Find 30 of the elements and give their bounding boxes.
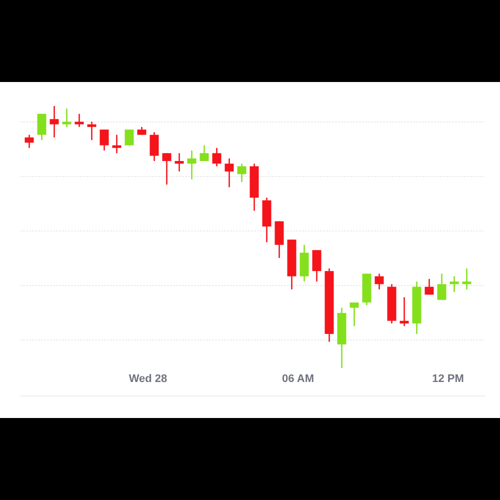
candlestick (24, 134, 34, 149)
candlestick (124, 128, 134, 146)
candlestick (200, 144, 209, 162)
x-tick-label: 06 AM (282, 373, 314, 385)
candlestick (162, 152, 172, 186)
candlestick (100, 128, 109, 152)
candlestick (37, 113, 46, 141)
candlestick (312, 249, 322, 282)
candlestick (187, 150, 196, 180)
candlestick (87, 121, 96, 141)
x-tick-label: Wed 28 (128, 373, 168, 385)
candlestick (50, 105, 59, 138)
candlestick (174, 152, 184, 172)
candlestick (450, 276, 459, 293)
candlestick (300, 244, 309, 282)
candlestick (374, 273, 384, 290)
x-tick-label: 12 PM (432, 373, 464, 385)
candlestick (437, 273, 446, 301)
candlestick (212, 147, 222, 167)
candlestick (224, 158, 234, 188)
candlestick (462, 268, 472, 290)
candlestick (62, 108, 72, 128)
candlestick (424, 278, 434, 296)
candlestick (274, 220, 284, 259)
candlestick (350, 302, 359, 327)
candlestick (112, 134, 122, 154)
candlestick (400, 296, 409, 327)
candlestick (74, 113, 84, 128)
candlestick (237, 162, 246, 183)
candlestick (150, 132, 159, 162)
